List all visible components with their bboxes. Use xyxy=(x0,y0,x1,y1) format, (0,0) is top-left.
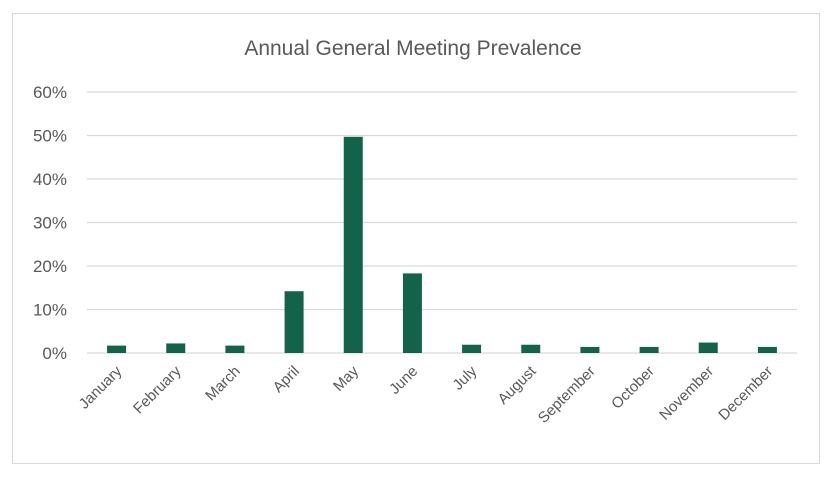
x-tick-label: February xyxy=(130,362,185,417)
bar-october xyxy=(639,346,659,353)
bar-september xyxy=(580,346,600,353)
x-tick-label: December xyxy=(715,363,776,424)
x-tick-label: October xyxy=(608,363,658,413)
x-tick-label: September xyxy=(535,363,599,427)
bar-july xyxy=(462,344,482,353)
y-tick-label: 20% xyxy=(33,257,67,276)
x-tick-label: November xyxy=(656,363,717,424)
bar-february xyxy=(166,343,186,353)
bar-december xyxy=(757,346,777,353)
bar-january xyxy=(107,345,127,353)
bar-november xyxy=(698,342,718,353)
y-tick-label: 60% xyxy=(33,83,67,102)
x-tick-label: May xyxy=(330,362,362,394)
y-tick-label: 0% xyxy=(42,344,67,363)
x-tick-label: March xyxy=(202,363,243,404)
bar-april xyxy=(284,291,304,353)
x-tick-label: August xyxy=(495,362,541,408)
x-tick-label: April xyxy=(270,363,303,396)
bar-march xyxy=(225,345,245,353)
bar-may xyxy=(343,136,363,353)
bar-august xyxy=(521,344,541,353)
y-tick-label: 10% xyxy=(33,301,67,320)
chart-border xyxy=(12,13,820,464)
y-tick-label: 30% xyxy=(33,214,67,233)
x-tick-label: January xyxy=(76,362,126,412)
y-tick-label: 40% xyxy=(33,170,67,189)
bar-june xyxy=(402,273,422,353)
x-tick-label: June xyxy=(386,363,421,398)
chart-title: Annual General Meeting Prevalence xyxy=(244,37,581,60)
y-tick-label: 50% xyxy=(33,127,67,146)
x-tick-label: July xyxy=(450,362,481,393)
